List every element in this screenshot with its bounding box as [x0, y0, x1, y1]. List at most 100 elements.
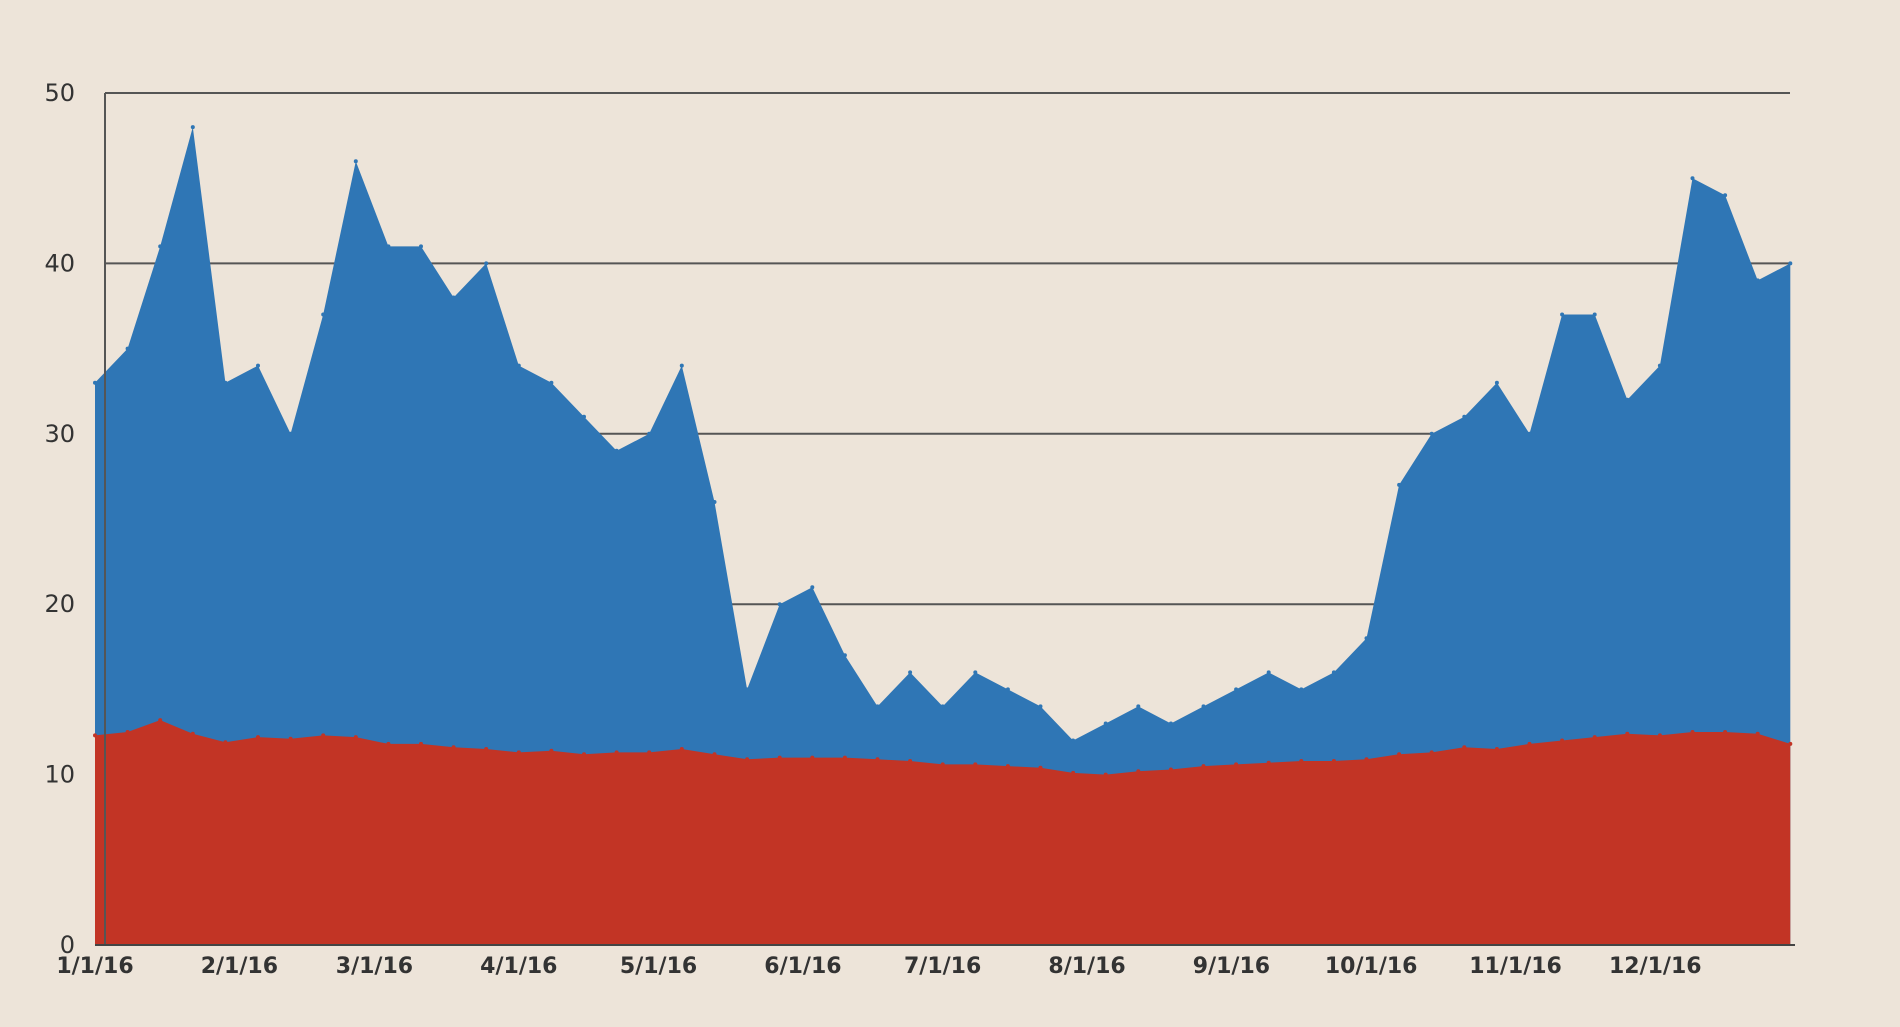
data-point — [1071, 738, 1076, 743]
data-point — [1429, 750, 1434, 755]
data-point — [321, 733, 326, 738]
data-point — [1723, 193, 1728, 198]
data-point — [451, 295, 456, 300]
data-point — [745, 687, 750, 692]
data-point — [940, 762, 945, 767]
x-tick-label: 7/1/16 — [904, 954, 981, 979]
data-point — [973, 762, 978, 767]
x-tick-label: 5/1/16 — [620, 954, 697, 979]
data-point — [353, 735, 358, 740]
data-point — [1103, 772, 1108, 777]
y-tick-label-10: 10 — [44, 761, 75, 789]
data-point — [1364, 636, 1369, 641]
data-point — [93, 380, 97, 385]
data-point — [1462, 414, 1467, 419]
data-point — [1005, 687, 1010, 692]
data-point — [875, 704, 880, 709]
data-point — [1364, 757, 1369, 762]
data-point — [386, 244, 391, 249]
data-point — [842, 755, 847, 760]
data-point — [1690, 176, 1695, 181]
data-point — [1005, 764, 1010, 769]
data-point — [1527, 741, 1532, 746]
data-point — [1592, 312, 1597, 317]
data-point — [288, 431, 293, 436]
y-tick-label-30: 30 — [44, 420, 75, 448]
data-point — [810, 585, 815, 590]
data-point — [158, 718, 163, 723]
data-point — [875, 757, 880, 762]
data-point — [419, 244, 423, 249]
data-point — [321, 312, 326, 317]
data-point — [1429, 431, 1434, 436]
data-point — [1625, 397, 1630, 402]
data-point — [940, 704, 945, 709]
x-tick-label: 8/1/16 — [1048, 954, 1125, 979]
data-point — [353, 159, 358, 164]
data-point — [256, 735, 260, 740]
data-point — [1331, 759, 1336, 763]
data-point — [1201, 704, 1206, 709]
x-axis: 1/1/16 2/1/16 3/1/16 4/1/16 5/1/16 6/1/16 7/1/… — [56, 944, 1795, 979]
data-point — [1397, 482, 1402, 487]
data-point — [647, 431, 652, 436]
data-point — [190, 731, 195, 736]
data-point — [1755, 731, 1760, 736]
data-point — [256, 363, 260, 368]
data-point — [1690, 730, 1695, 734]
data-point — [419, 741, 423, 746]
x-tick-label: 2/1/16 — [201, 954, 278, 979]
x-tick-label: 1/1/16 — [56, 954, 133, 979]
data-point — [1071, 770, 1076, 775]
data-point — [777, 602, 782, 607]
data-point — [1527, 431, 1532, 436]
data-point — [1397, 752, 1402, 757]
data-point — [451, 745, 456, 750]
data-point — [1494, 747, 1499, 751]
data-point — [908, 759, 913, 763]
data-point — [679, 747, 684, 751]
data-point — [1494, 380, 1499, 385]
data-point — [679, 363, 684, 368]
x-tick-label: 9/1/16 — [1193, 954, 1270, 979]
data-point — [1560, 312, 1565, 317]
data-point — [1560, 738, 1565, 743]
data-point — [647, 750, 652, 755]
data-point — [484, 261, 489, 266]
data-point — [1723, 730, 1728, 734]
data-point — [484, 747, 489, 751]
data-point — [1625, 731, 1630, 736]
data-point — [223, 740, 228, 745]
data-point — [158, 244, 163, 249]
data-point — [549, 748, 554, 753]
data-point — [1657, 363, 1662, 368]
y-tick-label-0: 0 — [60, 931, 75, 959]
x-tick-label: 10/1/16 — [1325, 954, 1418, 979]
data-point — [712, 752, 717, 757]
data-point — [1234, 687, 1239, 692]
data-point — [288, 736, 293, 741]
data-point — [1331, 670, 1336, 675]
y-tick-label-40: 40 — [44, 249, 75, 277]
data-point — [1168, 721, 1173, 726]
data-point — [712, 500, 717, 504]
data-point — [1266, 670, 1271, 675]
data-point — [1136, 769, 1141, 774]
data-point — [973, 670, 978, 675]
data-point — [223, 380, 228, 385]
data-point — [810, 755, 815, 760]
data-point — [1201, 764, 1206, 769]
data-point — [1103, 721, 1108, 726]
x-tick-label: 4/1/16 — [480, 954, 557, 979]
x-tick-label: 6/1/16 — [764, 954, 841, 979]
series-area-2 — [95, 720, 1791, 945]
data-point — [516, 750, 521, 755]
data-point — [1038, 704, 1043, 709]
data-point — [1234, 762, 1239, 767]
data-point — [842, 653, 847, 658]
data-point — [1299, 687, 1304, 692]
data-point — [1788, 741, 1793, 746]
data-point — [745, 757, 750, 762]
data-point — [1299, 759, 1304, 763]
